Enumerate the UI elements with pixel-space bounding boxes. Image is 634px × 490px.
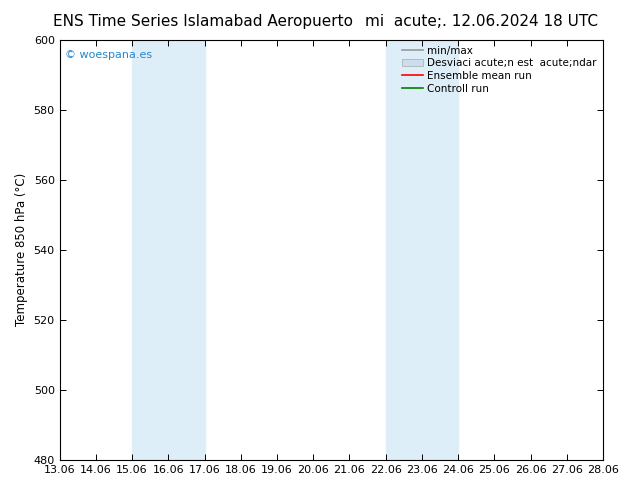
Y-axis label: Temperature 850 hPa (°C): Temperature 850 hPa (°C): [15, 173, 28, 326]
Bar: [385, 40, 458, 460]
Text: ENS Time Series Islamabad Aeropuerto: ENS Time Series Islamabad Aeropuerto: [53, 14, 353, 29]
Bar: [132, 40, 205, 460]
Text: mi  acute;. 12.06.2024 18 UTC: mi acute;. 12.06.2024 18 UTC: [365, 14, 598, 29]
Legend: min/max, Desviaci acute;n est  acute;ndar, Ensemble mean run, Controll run: min/max, Desviaci acute;n est acute;ndar…: [399, 43, 600, 97]
Text: © woespana.es: © woespana.es: [65, 50, 152, 60]
